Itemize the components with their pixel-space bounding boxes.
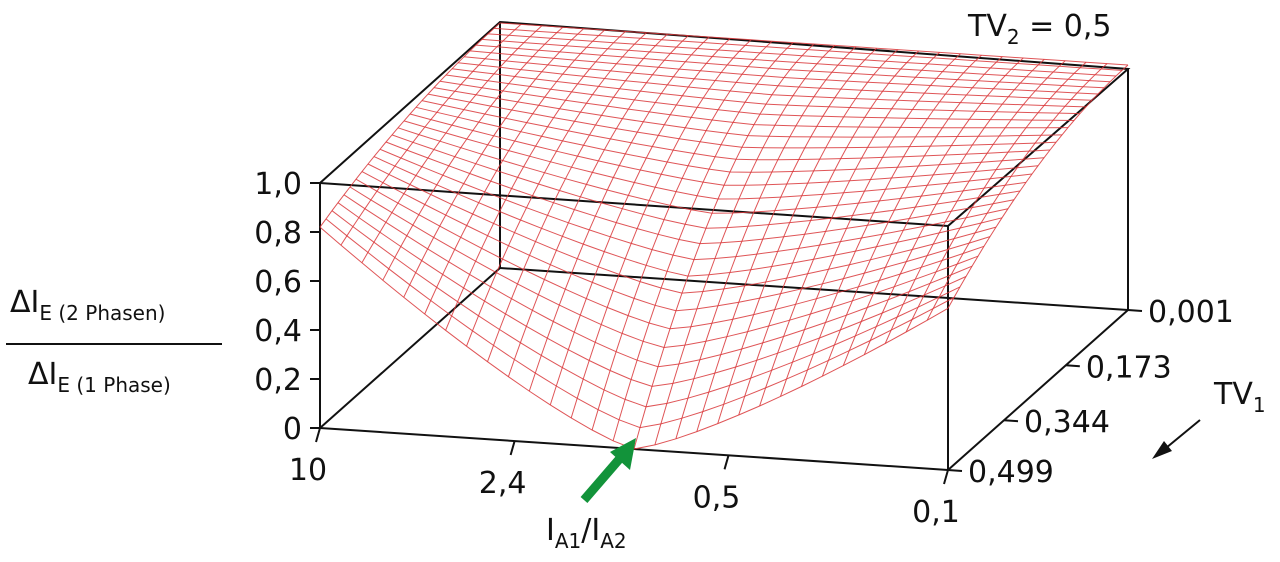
- box-top-face: [319, 20, 1131, 228]
- chart-title: TV2 = 0,5: [967, 9, 1112, 49]
- x-tick-label: 0,1: [912, 495, 960, 530]
- mesh-line-v: [427, 93, 1057, 149]
- mesh-line-v: [385, 141, 1015, 245]
- x-tick-mark: [943, 469, 949, 485]
- x-axis-ticks: 10 2,4 0,5 0,1: [289, 427, 960, 530]
- box-bottom-back: [499, 267, 1129, 311]
- mesh-line-v: [463, 56, 1093, 101]
- x-tick-mark: [723, 455, 730, 470]
- y-axis-direction-arrow: [1152, 419, 1201, 459]
- mesh-line-v: [379, 148, 1009, 261]
- z-tick-label: 0,2: [254, 363, 302, 398]
- z-tick-label: 0,8: [254, 216, 302, 251]
- mesh-line-v: [409, 113, 1039, 186]
- x-axis-label: IA1/IA2: [546, 513, 627, 553]
- y-tick-mark: [1065, 364, 1080, 368]
- y-axis-line: [947, 309, 1129, 471]
- mesh-line-v: [445, 74, 1075, 121]
- mesh-line-u: [863, 59, 1045, 355]
- mesh-line-v: [481, 38, 1111, 83]
- y-tick-mark: [1003, 419, 1019, 423]
- y-tick-label: 0,344: [1024, 405, 1110, 440]
- mesh-line-u: [570, 39, 752, 419]
- z-axis-label: ΔIE (2 Phasen) ΔIE (1 Phase): [6, 285, 222, 397]
- x-tick-label: 0,5: [693, 480, 741, 515]
- mesh-line-v: [349, 186, 979, 349]
- y-tick-label: 0,173: [1086, 350, 1172, 385]
- mesh-line-u: [675, 46, 857, 439]
- y-tick-label: 0,499: [968, 455, 1054, 490]
- mesh-line-v: [415, 106, 1045, 173]
- z-axis-ticks: 0 0,2 0,4 0,6 0,8 1,0: [254, 167, 320, 447]
- mesh-line-v: [433, 87, 1063, 138]
- mesh-line-u: [424, 29, 606, 315]
- x-tick-label: 10: [289, 453, 327, 488]
- mesh-line-u: [591, 40, 773, 431]
- y-tick-mark: [947, 469, 963, 472]
- mesh-line-u: [947, 64, 1129, 309]
- z-label-denominator: ΔIE (1 Phase): [28, 357, 171, 397]
- box-bottom-left: [319, 267, 501, 429]
- y-tick-mark: [1127, 309, 1143, 312]
- y-tick-label: 0,001: [1148, 295, 1234, 330]
- mesh-line-u: [612, 42, 794, 441]
- mesh-line-v: [439, 80, 1069, 129]
- mesh-line-v: [343, 194, 973, 368]
- mesh-line-v: [397, 127, 1027, 214]
- mesh-line-v: [487, 33, 1117, 77]
- z-tick-label: 0,6: [254, 265, 302, 300]
- mesh-line-v: [469, 50, 1099, 95]
- mesh-line-v: [391, 134, 1021, 229]
- x-tick-mark: [509, 440, 516, 456]
- mesh-line-v: [451, 68, 1081, 115]
- z-tick-label: 0: [283, 412, 302, 447]
- y-axis-label: TV1: [1213, 377, 1266, 417]
- mesh-line-v: [367, 163, 997, 294]
- mesh-line-u: [445, 31, 626, 331]
- mesh-line-v: [355, 178, 985, 330]
- mesh-line-v: [499, 22, 1129, 66]
- mesh-line-v: [457, 62, 1087, 108]
- z-tick-label: 1,0: [254, 167, 302, 202]
- mesh-line-v: [337, 202, 967, 387]
- minimum-pointer-arrow: [580, 438, 636, 503]
- y-axis-ticks: 0,001 0,173 0,344 0,499: [947, 295, 1234, 490]
- mesh-line-v: [403, 120, 1033, 200]
- mesh-line-v: [373, 156, 1003, 277]
- mesh-line-v: [319, 226, 949, 450]
- mesh-line-v: [331, 210, 961, 408]
- x-tick-mark: [315, 427, 321, 443]
- mesh-line-v: [475, 44, 1105, 89]
- z-label-numerator: ΔIE (2 Phasen): [10, 285, 165, 325]
- mesh-line-v: [493, 27, 1123, 71]
- z-tick-label: 0,4: [254, 314, 302, 349]
- mesh-line-v: [361, 171, 991, 312]
- x-tick-label: 2,4: [479, 466, 527, 501]
- mesh-line-v: [421, 100, 1051, 161]
- mesh-line-v: [325, 218, 955, 429]
- surface-mesh: [319, 22, 1129, 450]
